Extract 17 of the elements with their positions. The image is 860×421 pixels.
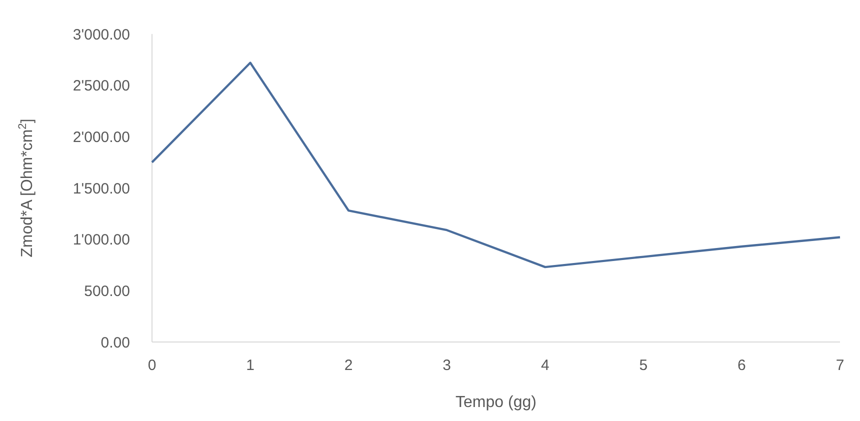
x-tick-label: 2 [344, 357, 353, 374]
x-tick-label: 1 [246, 357, 254, 374]
y-tick-label: 2'500.00 [72, 78, 130, 95]
y-tick-label: 3'000.00 [72, 26, 130, 44]
x-tick-label: 5 [639, 357, 648, 374]
x-tick-label: 4 [540, 357, 550, 374]
y-tick-label: 500.00 [84, 282, 130, 300]
x-tick-label: 6 [738, 357, 746, 374]
x-tick-label: 0 [148, 357, 156, 374]
y-tick-label: 0.00 [100, 334, 130, 352]
x-tick-label: 3 [442, 357, 452, 374]
line-series [150, 62, 842, 268]
y-tick-label: 1'500.00 [72, 180, 130, 198]
y-tick-label: 1'000.00 [72, 232, 130, 249]
y-tick-label: 2'000.00 [72, 128, 130, 146]
x-axis-title: Tempo (gg) [456, 394, 536, 411]
x-tick-label: 7 [836, 357, 844, 374]
